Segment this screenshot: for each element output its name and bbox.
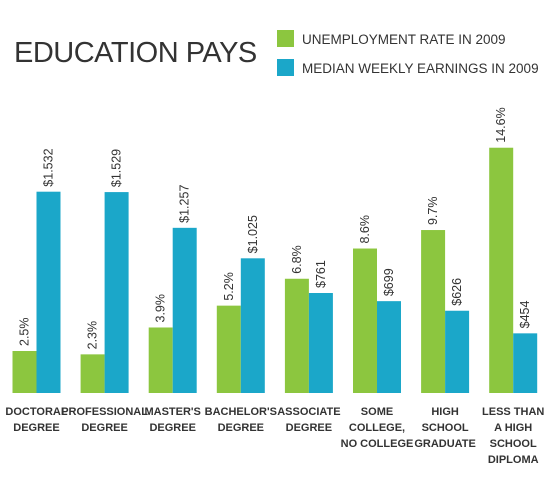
category-label-line: GRADUATE xyxy=(414,438,476,450)
category-label-line: DIPLOMA xyxy=(488,454,539,466)
category-label-line: COLLEGE, xyxy=(349,422,405,434)
bar-unemployment-5 xyxy=(353,248,377,393)
bar-unemployment-7 xyxy=(489,147,514,393)
category-label-line: HIGH xyxy=(431,406,459,418)
chart-title: EDUCATION PAYS xyxy=(14,37,257,69)
value-label-earnings-2: $1.257 xyxy=(178,185,192,223)
value-labels-layer: 2.5% $1.532 2.3% $1.529 3.9% $1.257 5.2% $1.025… xyxy=(18,107,533,349)
category-label-line: SCHOOL xyxy=(490,438,537,450)
category-label-6: HIGH SCHOOL GRADUATE xyxy=(414,406,476,450)
legend-label-earnings: MEDIAN WEEKLY EARNINGS IN 2009 xyxy=(302,61,539,76)
category-label-line: DEGREE xyxy=(13,422,59,434)
bar-unemployment-6 xyxy=(421,230,446,393)
value-label-unemployment-7: 14.6% xyxy=(494,107,508,142)
category-label-4: ASSOCIATE DEGREE xyxy=(277,406,340,434)
category-label-line: LESS THAN xyxy=(482,406,544,418)
legend-swatch-earnings xyxy=(277,59,294,76)
bar-unemployment-1 xyxy=(80,354,105,393)
value-label-earnings-0: $1.532 xyxy=(42,148,56,186)
legend-swatch-unemployment xyxy=(277,30,294,47)
bar-unemployment-4 xyxy=(284,278,309,393)
bar-unemployment-0 xyxy=(12,351,37,393)
category-label-3: BACHELOR'S DEGREE xyxy=(205,406,277,434)
bar-earnings-0 xyxy=(36,191,61,393)
bar-earnings-7 xyxy=(513,333,538,393)
value-label-unemployment-1: 2.3% xyxy=(86,321,100,350)
bar-unemployment-3 xyxy=(216,305,241,393)
category-label-1: PROFESSIONAL DEGREE xyxy=(61,406,148,434)
bar-earnings-6 xyxy=(445,310,470,393)
category-label-line: ASSOCIATE xyxy=(277,406,340,418)
value-label-unemployment-0: 2.5% xyxy=(18,318,32,347)
value-label-earnings-5: $699 xyxy=(382,268,396,296)
category-label-line: DOCTORAL xyxy=(5,406,67,418)
category-label-line: DEGREE xyxy=(218,422,264,434)
category-label-line: DEGREE xyxy=(149,422,195,434)
category-label-line: PROFESSIONAL xyxy=(61,406,148,418)
value-label-earnings-6: $626 xyxy=(450,278,464,306)
category-label-0: DOCTORAL DEGREE xyxy=(5,406,67,434)
bar-earnings-5 xyxy=(377,301,401,393)
bars-layer xyxy=(12,147,538,393)
value-label-unemployment-3: 5.2% xyxy=(222,272,236,301)
value-label-earnings-7: $454 xyxy=(518,300,532,328)
legend: UNEMPLOYMENT RATE IN 2009 MEDIAN WEEKLY … xyxy=(277,30,539,76)
value-label-unemployment-6: 9.7% xyxy=(426,197,440,226)
category-label-line: A HIGH xyxy=(494,422,532,434)
legend-label-unemployment: UNEMPLOYMENT RATE IN 2009 xyxy=(302,32,506,47)
category-label-line: MASTER'S xyxy=(144,406,200,418)
value-label-earnings-3: $1.025 xyxy=(246,215,260,253)
bar-unemployment-2 xyxy=(148,327,173,393)
bar-earnings-3 xyxy=(240,258,265,393)
value-label-unemployment-4: 6.8% xyxy=(290,245,304,274)
category-label-7: LESS THAN A HIGH SCHOOL DIPLOMA xyxy=(482,406,544,466)
bar-earnings-4 xyxy=(308,293,333,393)
value-label-unemployment-2: 3.9% xyxy=(154,294,168,323)
value-label-earnings-1: $1.529 xyxy=(110,149,124,187)
category-label-2: MASTER'S DEGREE xyxy=(144,406,200,434)
category-label-line: SCHOOL xyxy=(422,422,469,434)
value-label-unemployment-5: 8.6% xyxy=(358,215,372,244)
category-label-line: BACHELOR'S xyxy=(205,406,277,418)
category-label-line: NO COLLEGE xyxy=(341,438,414,450)
category-label-line: DEGREE xyxy=(81,422,127,434)
category-label-5: SOME COLLEGE, NO COLLEGE xyxy=(341,406,414,450)
category-label-line: SOME xyxy=(361,406,393,418)
bar-earnings-1 xyxy=(104,192,129,393)
bar-earnings-2 xyxy=(172,227,197,393)
value-label-earnings-4: $761 xyxy=(314,260,328,288)
category-label-line: DEGREE xyxy=(286,422,332,434)
